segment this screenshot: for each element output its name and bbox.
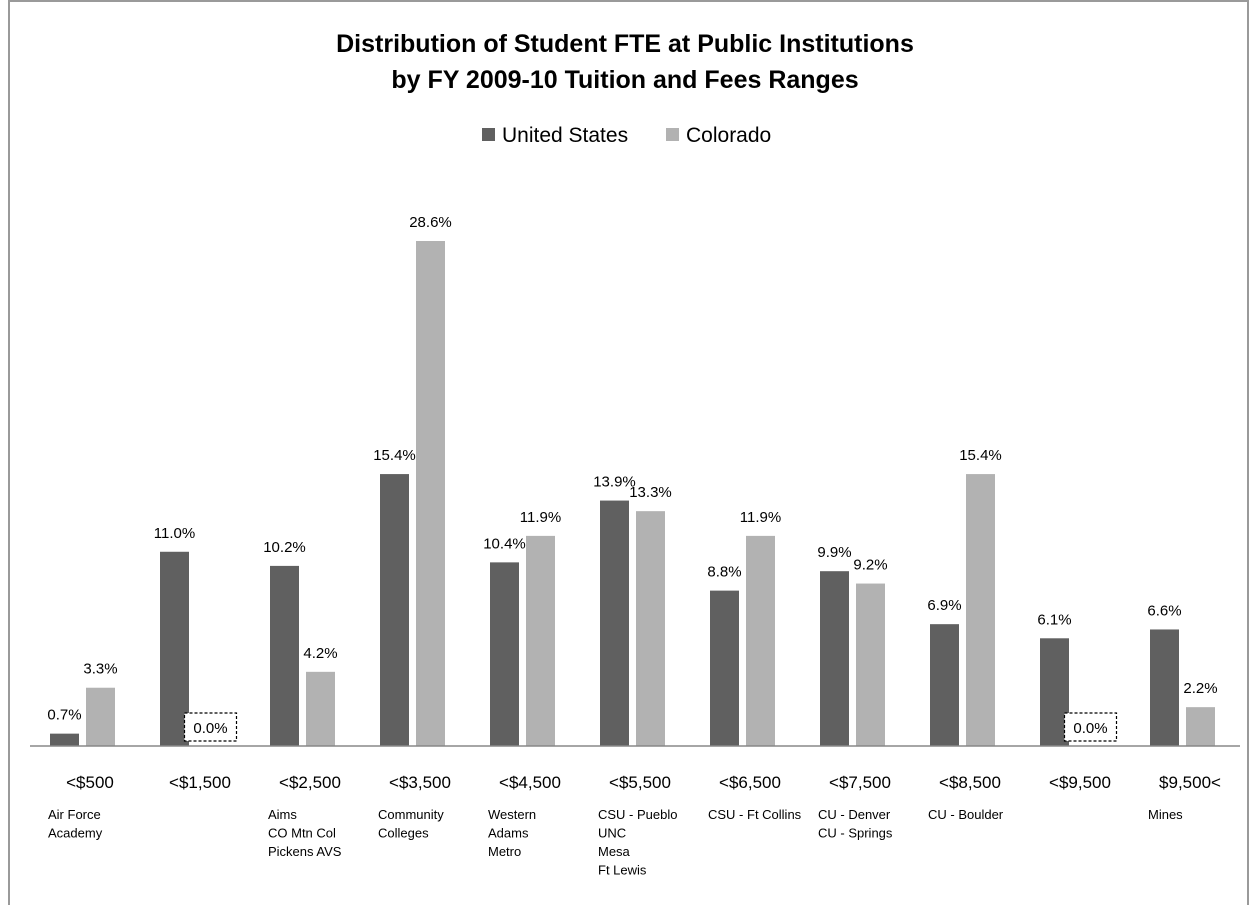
category-note-6-4: Ft Lewis: [598, 863, 647, 878]
category-label-10: <$9,500: [1049, 773, 1111, 792]
category-note-6-1: CSU - Pueblo: [598, 807, 677, 822]
data-label-us-4: 15.4%: [373, 447, 416, 464]
category-note-3-1: Aims: [268, 807, 297, 822]
chart-frame: [8, 0, 1249, 905]
category-label-7: <$6,500: [719, 773, 781, 792]
category-note-5-3: Metro: [488, 844, 521, 859]
category-note-4-1: Community: [378, 807, 444, 822]
bar-us-7: [710, 590, 739, 746]
category-note-3-2: CO Mtn Col: [268, 826, 336, 841]
category-note-8-1: CU - Denver: [818, 807, 891, 822]
data-label-us-5: 10.4%: [483, 535, 526, 552]
bar-us-2: [160, 551, 189, 746]
data-label-co-11: 2.2%: [1183, 680, 1217, 697]
category-note-5-1: Western: [488, 807, 536, 822]
bar-us-8: [820, 571, 849, 746]
data-label-co-9: 15.4%: [959, 447, 1002, 464]
category-note-9-1: CU - Boulder: [928, 807, 1004, 822]
data-label-co-1: 3.3%: [83, 661, 117, 678]
category-note-3-3: Pickens AVS: [268, 844, 342, 859]
data-label-co-2: 0.0%: [193, 720, 227, 737]
data-label-us-10: 6.1%: [1037, 611, 1071, 628]
category-label-4: <$3,500: [389, 773, 451, 792]
data-label-us-3: 10.2%: [263, 539, 306, 556]
category-note-1-2: Academy: [48, 826, 103, 841]
bar-us-5: [490, 562, 519, 746]
legend-swatch-1: [482, 128, 495, 141]
category-label-11: $9,500<: [1159, 773, 1221, 792]
chart-title-line-1: Distribution of Student FTE at Public In…: [336, 30, 914, 58]
legend: United States Colorado: [482, 124, 771, 147]
zero-label-box-2: [183, 712, 238, 742]
bar-co-6: [636, 511, 665, 746]
data-label-us-2: 11.0%: [154, 525, 195, 542]
data-label-us-7: 8.8%: [707, 564, 741, 581]
category-label-6: <$5,500: [609, 773, 671, 792]
data-label-co-7: 11.9%: [740, 509, 781, 526]
data-label-co-8: 9.2%: [853, 557, 887, 574]
category-note-4-2: Colleges: [378, 826, 429, 841]
bar-us-1: [50, 733, 79, 746]
category-label-9: <$8,500: [939, 773, 1001, 792]
bar-co-8: [856, 583, 885, 746]
category-note-6-2: UNC: [598, 826, 626, 841]
category-label-5: <$4,500: [499, 773, 561, 792]
bar-us-6: [600, 500, 629, 746]
category-label-8: <$7,500: [829, 773, 891, 792]
category-note-8-2: CU - Springs: [818, 826, 893, 841]
category-note-1-1: Air Force: [48, 807, 101, 822]
bar-co-7: [746, 535, 775, 746]
zero-label-box-10: [1063, 712, 1118, 742]
bar-us-4: [380, 474, 409, 746]
category-note-6-3: Mesa: [598, 844, 631, 859]
data-label-us-6: 13.9%: [593, 474, 636, 491]
data-label-us-9: 6.9%: [927, 597, 961, 614]
category-labels: <$500 Air Force Academy <$1,500 <$2,500 Aims C…: [48, 773, 1221, 878]
data-label-us-11: 6.6%: [1147, 602, 1181, 619]
chart-title: Distribution of Student FTE at Public In…: [336, 30, 914, 94]
bar-co-11: [1186, 707, 1215, 746]
category-label-1: <$500: [66, 773, 114, 792]
bar-co-4: [416, 241, 445, 746]
data-label-co-6: 13.3%: [629, 484, 672, 501]
legend-label-2: Colorado: [686, 124, 771, 147]
category-label-2: <$1,500: [169, 773, 231, 792]
category-label-3: <$2,500: [279, 773, 341, 792]
data-label-co-3: 4.2%: [303, 645, 337, 662]
category-note-7-1: CSU - Ft Collins: [708, 807, 802, 822]
bar-us-3: [270, 565, 299, 746]
data-label-co-5: 11.9%: [520, 509, 561, 526]
chart-title-line-2: by FY 2009-10 Tuition and Fees Ranges: [391, 66, 858, 94]
legend-swatch-2: [666, 128, 679, 141]
data-label-us-1: 0.7%: [47, 707, 81, 724]
category-note-5-2: Adams: [488, 826, 529, 841]
bar-co-9: [966, 474, 995, 746]
bars: [50, 241, 1215, 746]
data-label-us-8: 9.9%: [817, 544, 851, 561]
bar-co-1: [86, 687, 115, 746]
bar-us-10: [1040, 638, 1069, 746]
bar-co-3: [306, 671, 335, 746]
category-note-11-1: Mines: [1148, 807, 1183, 822]
legend-label-1: United States: [502, 124, 628, 147]
bar-us-11: [1150, 629, 1179, 746]
data-label-co-4: 28.6%: [409, 214, 452, 231]
data-labels: 0.7% 3.3% 11.0% 0.0% 10.2% 4.2% 15.4% 28.6% 10.4…: [47, 214, 1218, 742]
bar-co-5: [526, 535, 555, 746]
bar-us-9: [930, 624, 959, 746]
data-label-co-10: 0.0%: [1073, 720, 1107, 737]
